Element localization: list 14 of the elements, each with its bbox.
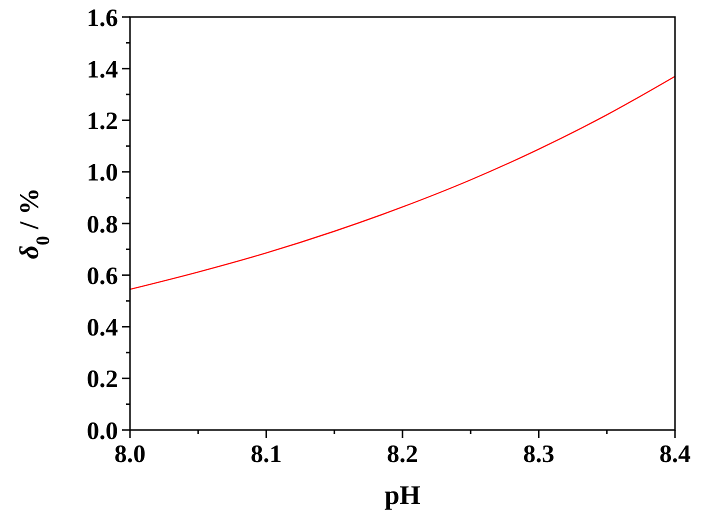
y-tick-label: 0.8: [86, 211, 118, 238]
x-tick-label: 8.1: [250, 441, 282, 468]
x-tick-label: 8.2: [386, 441, 418, 468]
y-tick-label: 0.4: [86, 314, 118, 342]
y-tick-label: 0.2: [86, 366, 118, 394]
y-tick-label: 1.6: [86, 4, 118, 32]
x-tick-label: 8.3: [523, 441, 554, 468]
y-tick-label: 1.0: [86, 160, 118, 187]
x-axis-title: pH: [384, 480, 421, 510]
x-tick-label: 8.4: [659, 441, 692, 468]
y-tick-label: 1.2: [86, 108, 118, 135]
y-tick-label: 1.4: [86, 56, 118, 84]
y-tick-label: 0.6: [86, 262, 118, 290]
line-series: [129, 76, 676, 290]
